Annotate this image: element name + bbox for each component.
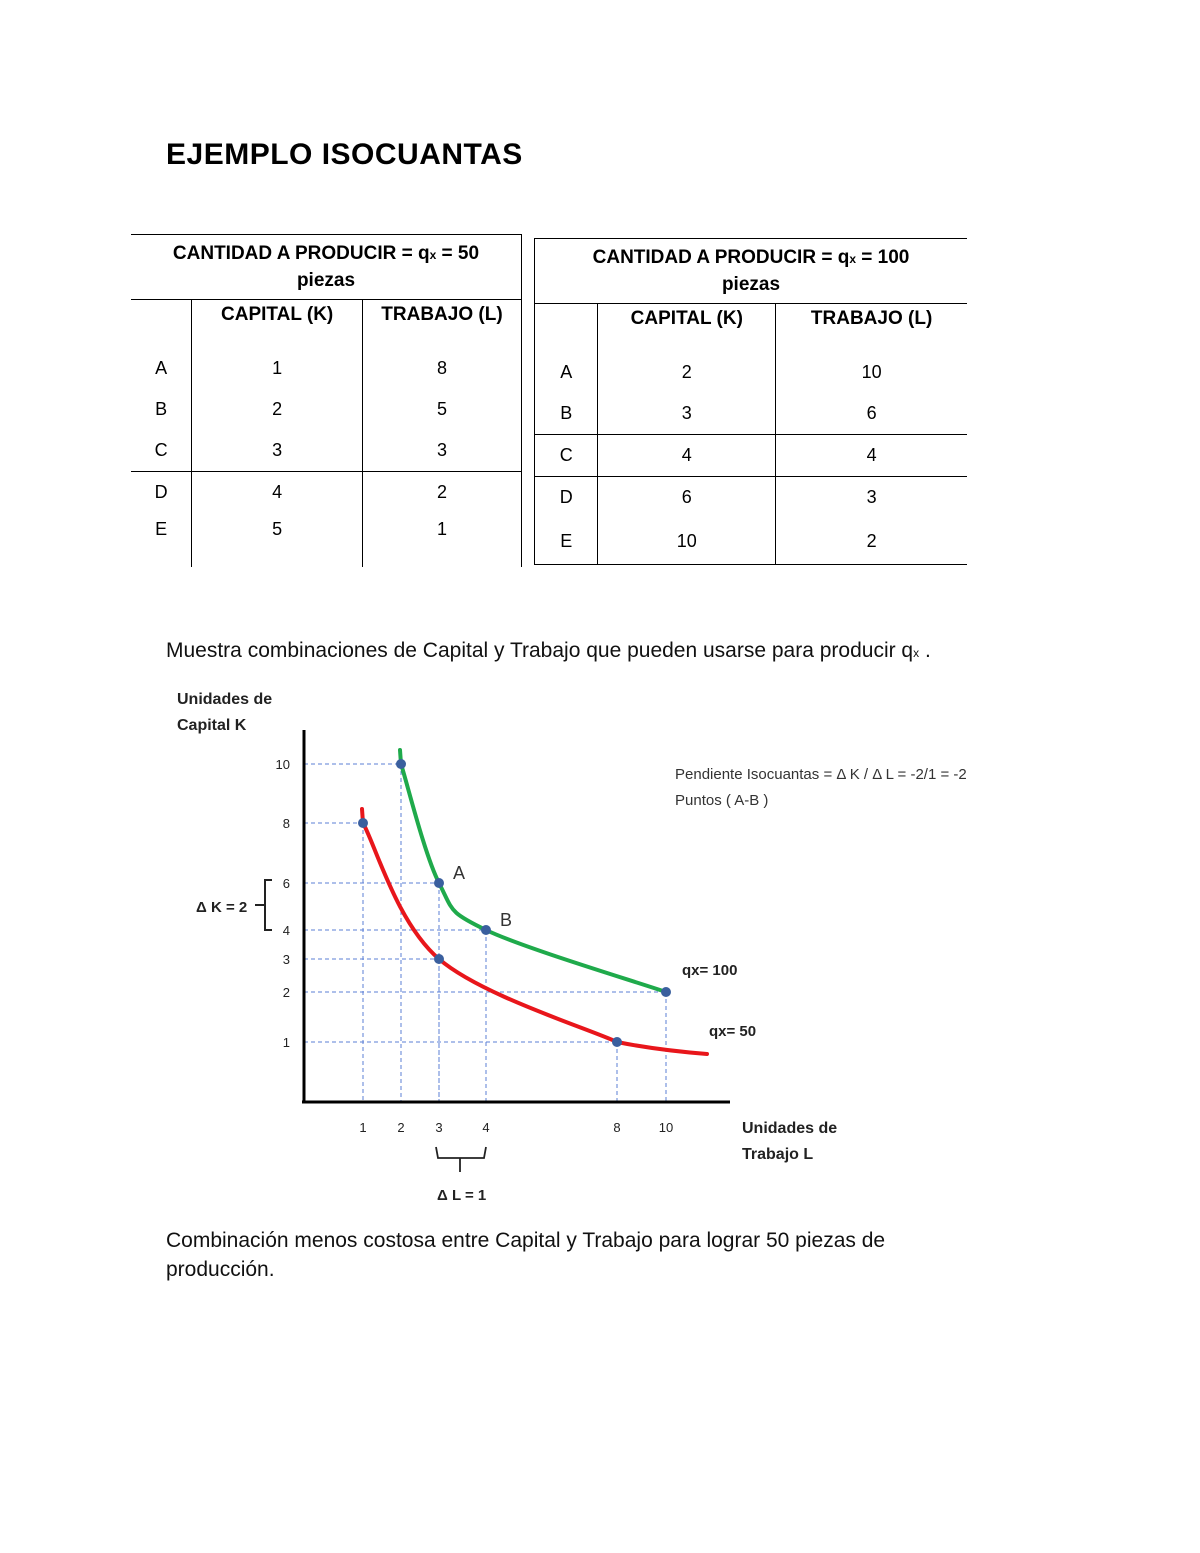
table-row: B 2 5 <box>131 389 523 430</box>
table-row: E 10 2 <box>533 518 967 565</box>
row-label: A <box>155 358 168 378</box>
paragraph-combinations: Muestra combinaciones de Capital y Traba… <box>166 639 931 662</box>
y-tick-label: 6 <box>283 876 290 891</box>
row-label: B <box>533 393 598 435</box>
row-label: B <box>155 399 168 419</box>
trabajo-value: 6 <box>775 393 967 435</box>
data-point <box>434 878 444 888</box>
y-tick-label: 3 <box>283 952 290 967</box>
table-qx-100: CANTIDAD A PRODUCIR = qx = 100 piezas CA… <box>533 238 967 565</box>
data-point <box>481 925 491 935</box>
trabajo-value: 2 <box>361 471 523 513</box>
x-tick-label: 4 <box>482 1120 489 1135</box>
table-row: D 6 3 <box>533 476 967 518</box>
trabajo-value: 3 <box>775 476 967 518</box>
trabajo-value: 8 <box>361 348 523 389</box>
col-header-capital: CAPITAL (K) <box>597 303 776 352</box>
y-tick-label: 8 <box>283 816 290 831</box>
capital-value: 4 <box>597 434 776 477</box>
series-label: qx= 100 <box>682 962 737 979</box>
page-title: EJEMPLO ISOCUANTAS <box>166 138 523 171</box>
row-label: E <box>533 518 598 565</box>
table-title: CANTIDAD A PRODUCIR = qx = 50 piezas <box>131 234 522 300</box>
capital-value: 3 <box>597 393 776 435</box>
series-label: qx= 50 <box>709 1023 756 1040</box>
delta-k-label: Δ K = 2 <box>196 899 247 916</box>
row-label: E <box>155 519 168 539</box>
y-tick-label: 2 <box>283 985 290 1000</box>
trabajo-value: 10 <box>775 352 967 393</box>
y-tick-label: 4 <box>283 923 290 938</box>
table-row: A 2 10 <box>533 352 967 393</box>
point-label: B <box>500 910 512 930</box>
y-tick-label: 1 <box>283 1035 290 1050</box>
col-header-trabajo: TRABAJO (L) <box>775 303 967 352</box>
x-tick-label: 3 <box>435 1120 442 1135</box>
table-row: C 4 4 <box>533 434 967 477</box>
x-tick-label: 1 <box>359 1120 366 1135</box>
row-label: D <box>533 476 598 518</box>
trabajo-value: 5 <box>361 389 523 430</box>
table-row: E 5 1 <box>131 513 523 567</box>
trabajo-value: 3 <box>361 430 523 472</box>
capital-value: 2 <box>191 389 363 430</box>
table-qx-50: CANTIDAD A PRODUCIR = qx = 50 piezas CAP… <box>131 234 523 567</box>
point-label: A <box>453 863 465 883</box>
col-header-capital: CAPITAL (K) <box>191 299 363 348</box>
x-tick-label: 8 <box>613 1120 620 1135</box>
delta-k-brace <box>255 879 272 931</box>
capital-value: 10 <box>597 518 776 565</box>
x-axis-title-line1: Unidades de <box>742 1120 837 1137</box>
paragraph-least-cost: Combinación menos costosa entre Capital … <box>166 1229 886 1281</box>
x-tick-label: 10 <box>659 1120 673 1135</box>
capital-value: 1 <box>191 348 363 389</box>
trabajo-value: 1 <box>361 513 523 567</box>
capital-value: 2 <box>597 352 776 393</box>
points-annotation: Puntos ( A-B ) <box>675 792 768 809</box>
isoquant-chart: Unidades de Capital K Unidades de Trabaj… <box>177 691 967 1204</box>
row-label: C <box>533 434 598 477</box>
series-curve-0 <box>398 748 668 994</box>
data-point <box>661 987 671 997</box>
col-header-trabajo: TRABAJO (L) <box>361 299 523 348</box>
series-curve-1 <box>360 807 619 1044</box>
data-point <box>396 759 406 769</box>
table-row: C 3 3 <box>131 430 523 472</box>
data-point <box>434 954 444 964</box>
data-point <box>358 818 368 828</box>
capital-value: 3 <box>191 430 363 472</box>
y-axis-title-line2: Capital K <box>177 717 247 734</box>
table-row: D 4 2 <box>131 471 523 513</box>
trabajo-value: 4 <box>775 434 967 477</box>
x-axis-title-line2: Trabajo L <box>742 1146 813 1163</box>
x-tick-label: 2 <box>397 1120 404 1135</box>
table-row: B 3 6 <box>533 393 967 435</box>
row-label: D <box>131 471 192 513</box>
table-title: CANTIDAD A PRODUCIR = qx = 100 piezas <box>534 238 967 304</box>
capital-value: 6 <box>597 476 776 518</box>
delta-l-brace <box>435 1146 487 1172</box>
table-row: A 1 8 <box>131 348 523 389</box>
row-label: C <box>154 440 168 460</box>
trabajo-value: 2 <box>775 518 967 565</box>
y-tick-label: 10 <box>276 757 290 772</box>
series-curve-tail <box>615 1040 709 1056</box>
row-label: A <box>533 352 598 393</box>
slope-annotation: Pendiente Isocuantas = Δ K / Δ L = -2/1 … <box>675 766 967 783</box>
capital-value: 5 <box>191 513 363 567</box>
y-axis-title-line1: Unidades de <box>177 691 272 708</box>
data-point <box>612 1037 622 1047</box>
capital-value: 4 <box>191 471 363 513</box>
delta-l-label: Δ L = 1 <box>437 1187 486 1204</box>
